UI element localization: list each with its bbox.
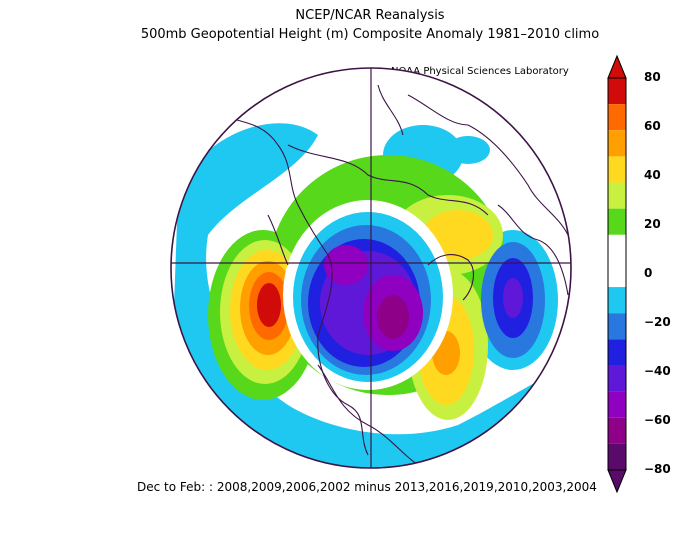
map-title: NCEP/NCAR Reanalysis <box>295 8 445 23</box>
colorbar-label: −80 <box>644 462 671 476</box>
colorbar-top-arrow <box>607 54 627 79</box>
colorbar-swatch <box>608 287 626 314</box>
colorbar-swatch <box>608 260 626 288</box>
colorbar-swatch <box>608 130 626 157</box>
anomaly-field <box>171 68 571 468</box>
polar-anomaly-map <box>170 67 572 469</box>
colorbar-label: −20 <box>644 315 671 329</box>
colorbar-swatch <box>608 391 626 418</box>
colorbar-swatch <box>608 339 626 366</box>
map-boundary <box>170 67 572 469</box>
colorbar-swatch <box>608 443 626 470</box>
colorbar-label: −60 <box>644 413 671 427</box>
colorbar-swatch <box>608 182 626 209</box>
colorbar-swatch <box>608 104 626 131</box>
colorbar-label: 0 <box>644 266 653 280</box>
colorbar-label: 60 <box>644 119 661 133</box>
colorbar-swatch <box>608 365 626 392</box>
colorbar-bottom-arrow <box>607 469 627 494</box>
colorbar-swatch <box>608 78 626 105</box>
colorbar-swatch <box>608 313 626 340</box>
colorbar-label: 40 <box>644 168 661 182</box>
colorbar-label: 80 <box>644 70 661 84</box>
coastlines <box>197 84 569 466</box>
colorbar-label: −40 <box>644 364 671 378</box>
map-subtitle: 500mb Geopotential Height (m) Composite … <box>140 27 600 42</box>
colorbar-swatch <box>608 156 626 183</box>
credit-text: NOAA Physical Sciences Laboratory <box>391 66 569 77</box>
colorbar-label: 20 <box>644 217 661 231</box>
colorbar <box>607 54 627 494</box>
footer-caption: Dec to Feb: : 2008,2009,2006,2002 minus … <box>137 480 597 494</box>
colorbar-swatch <box>608 208 626 235</box>
colorbar-swatch <box>608 234 626 261</box>
colorbar-swatch <box>608 417 626 444</box>
